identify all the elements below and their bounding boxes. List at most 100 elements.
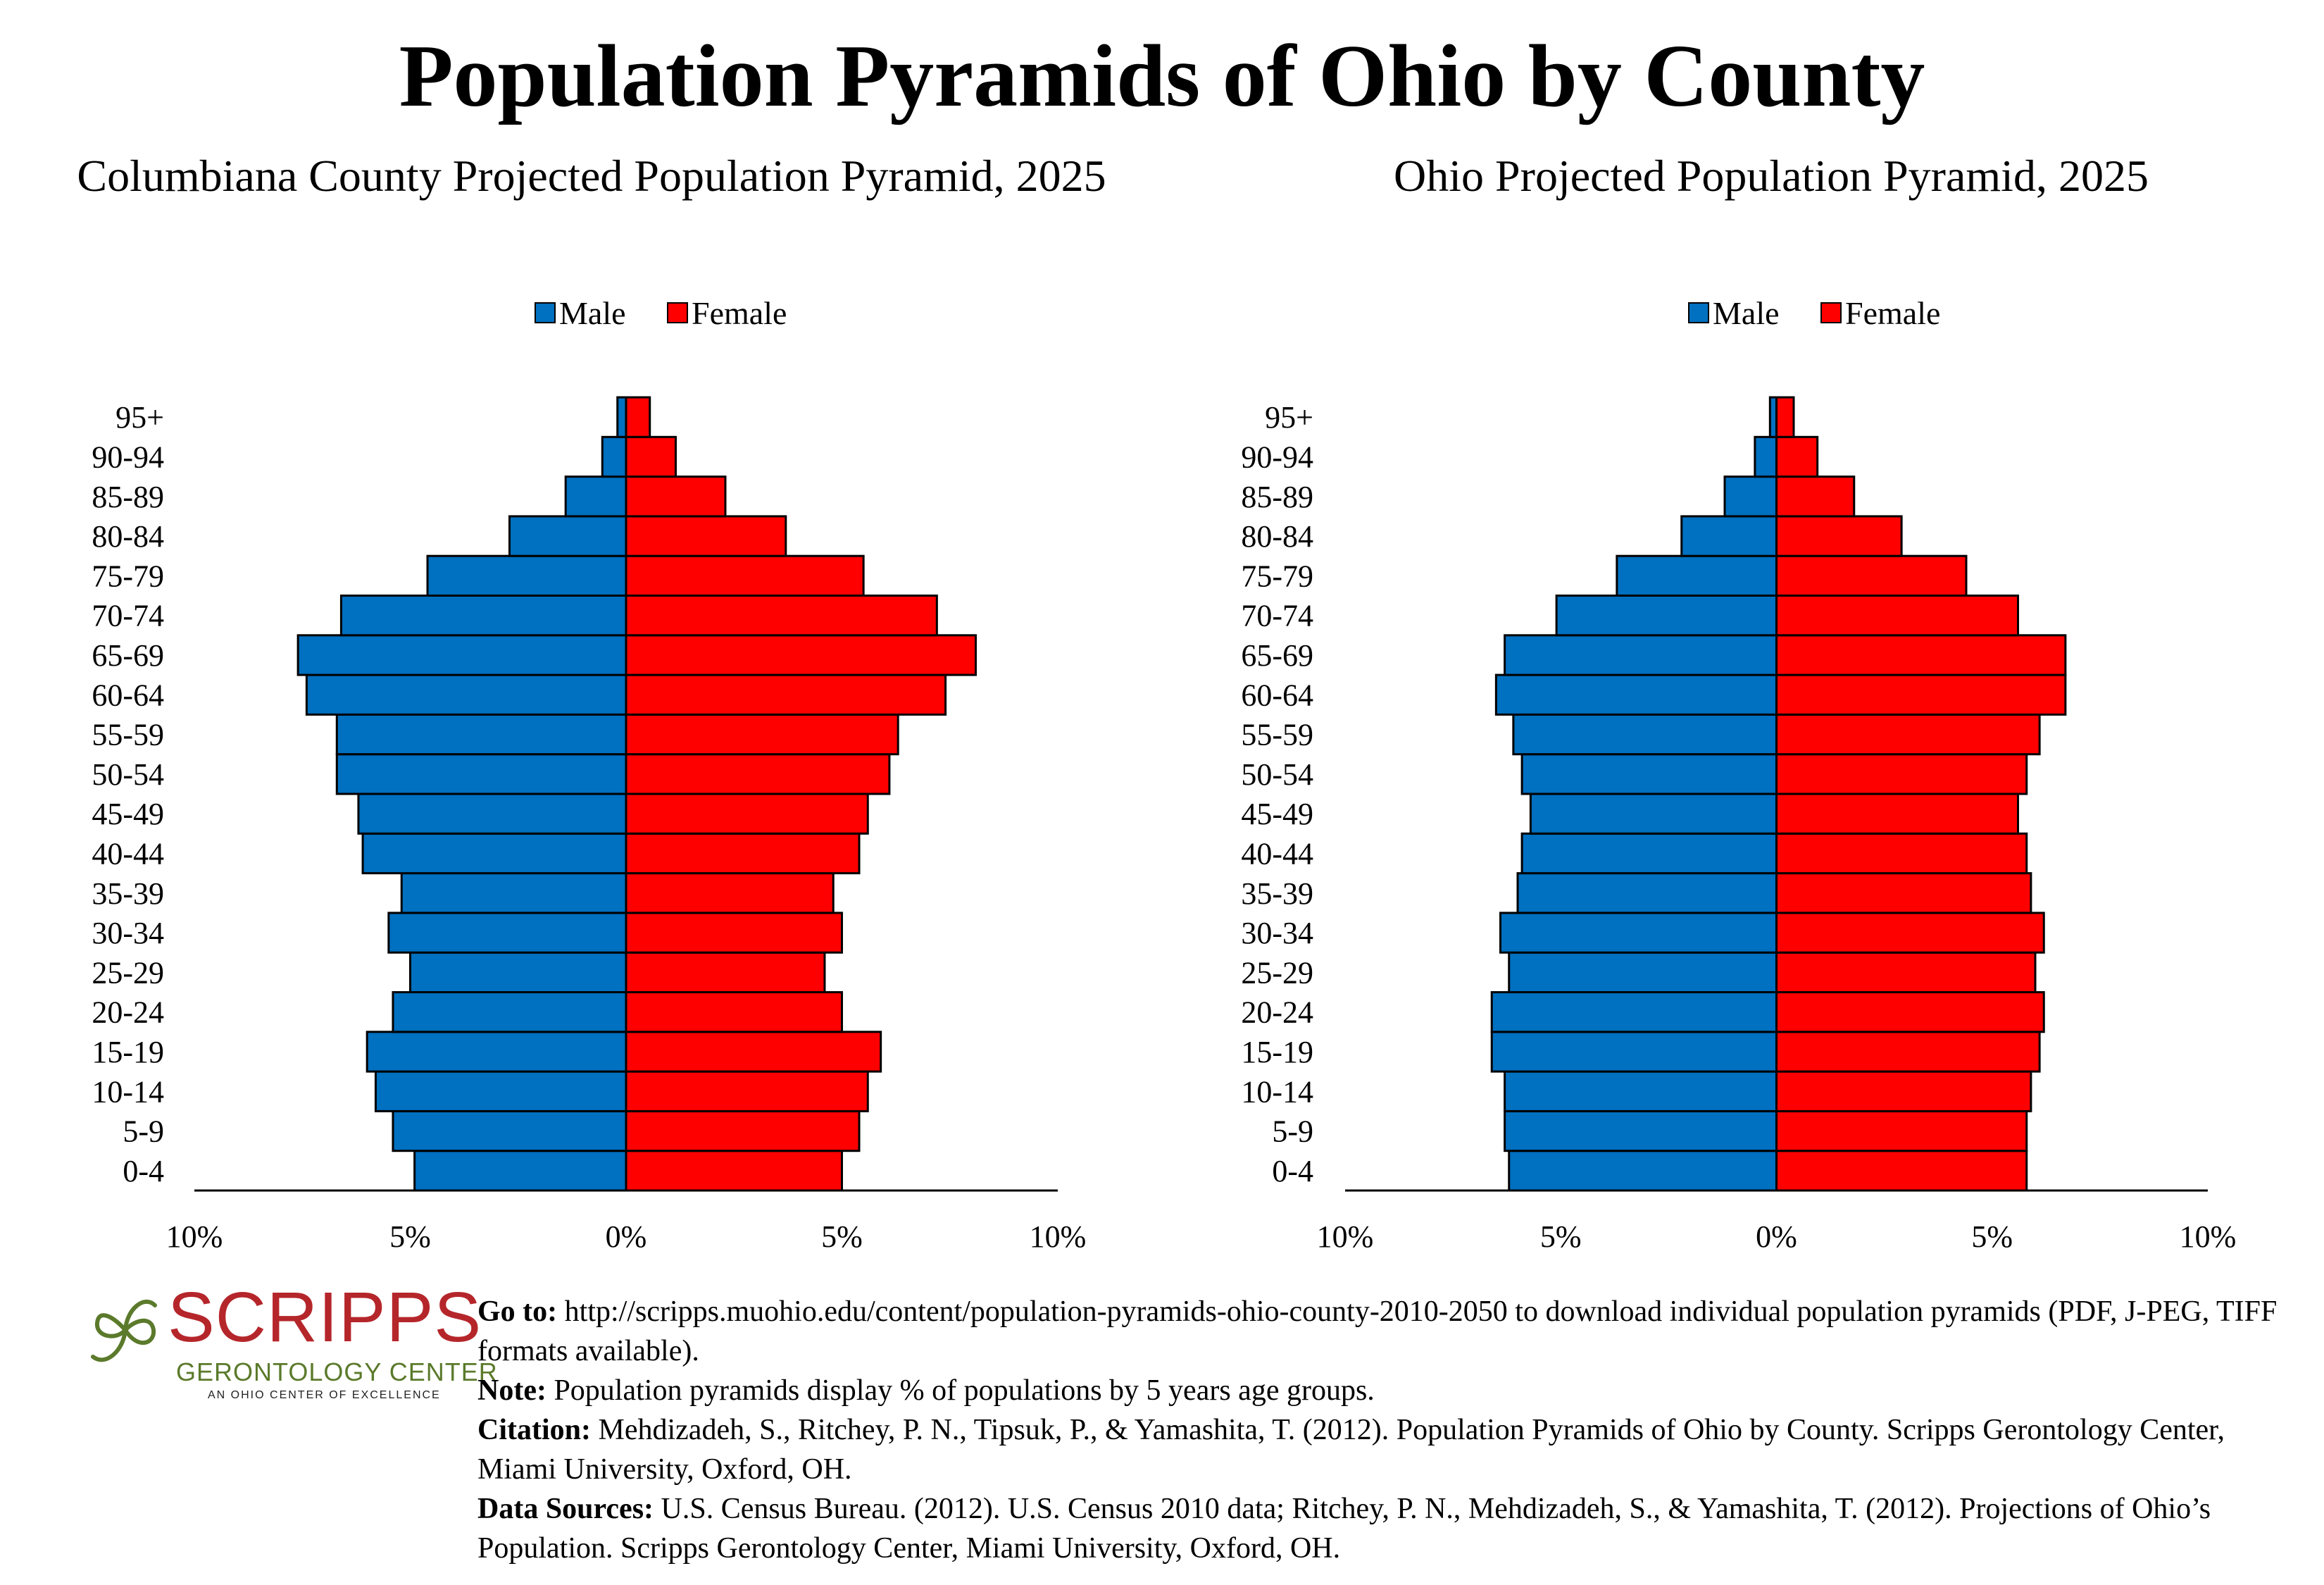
bar-female-70-74 (1775, 595, 2019, 637)
bar-female-65-69 (625, 634, 977, 676)
age-label: 0-4 (123, 1154, 164, 1188)
bar-female-85-89 (625, 476, 727, 518)
legend-male-swatch (1688, 302, 1709, 323)
x-tick-label: 10% (1030, 1219, 1087, 1254)
age-label: 45-49 (1241, 797, 1313, 831)
x-tick-label: 10% (2180, 1219, 2237, 1254)
age-label: 35-39 (92, 876, 164, 911)
age-label: 40-44 (1241, 836, 1313, 871)
bar-male-60-64 (1494, 673, 1778, 716)
age-label: 25-29 (92, 955, 164, 990)
age-label: 90-94 (1241, 440, 1313, 474)
age-label: 85-89 (92, 480, 164, 514)
bar-female-25-29 (1775, 951, 2037, 993)
age-label: 30-34 (1241, 916, 1313, 950)
age-label: 65-69 (1241, 638, 1313, 673)
chart-title-columbiana: Columbiana County Projected Population P… (77, 151, 1106, 201)
age-label: 5-9 (1272, 1114, 1313, 1149)
bar-male-30-34 (1499, 912, 1778, 954)
note-citation: Citation: Mehdizadeh, S., Ritchey, P. N.… (477, 1414, 2225, 1486)
bar-female-15-19 (1775, 1031, 2041, 1073)
age-label: 55-59 (92, 718, 164, 752)
bar-male-95+ (616, 396, 627, 438)
bar-female-65-69 (1775, 634, 2067, 676)
bar-female-95+ (625, 396, 651, 438)
x-tick-label: 0% (1756, 1219, 1797, 1254)
bar-male-20-24 (392, 991, 627, 1033)
age-label: 20-24 (92, 995, 164, 1030)
bar-female-40-44 (625, 832, 861, 875)
age-label: 80-84 (92, 519, 164, 554)
bar-female-70-74 (625, 595, 938, 637)
bar-male-50-54 (335, 753, 627, 795)
bar-male-45-49 (1529, 792, 1778, 835)
bar-male-0-4 (413, 1150, 627, 1192)
bar-female-10-14 (1775, 1070, 2032, 1112)
note-note: Note: Population pyramids display % of p… (477, 1374, 1375, 1407)
x-tick-label: 10% (1317, 1219, 1374, 1254)
legend-male-label: Male (1713, 295, 1780, 331)
bar-male-80-84 (508, 515, 627, 557)
bar-female-45-49 (625, 792, 869, 835)
age-label: 70-74 (1241, 599, 1313, 633)
bar-male-5-9 (1504, 1110, 1778, 1152)
bar-female-35-39 (1775, 872, 2032, 914)
age-label: 75-79 (92, 559, 164, 593)
bar-female-75-79 (1775, 554, 1968, 597)
bar-female-10-14 (625, 1070, 869, 1112)
bar-male-85-89 (564, 476, 627, 518)
age-label: 75-79 (1241, 559, 1313, 593)
bar-female-60-64 (625, 673, 947, 716)
bar-female-95+ (1775, 396, 1795, 438)
bar-male-90-94 (601, 435, 627, 478)
bar-female-5-9 (1775, 1110, 2028, 1152)
bar-male-75-79 (426, 554, 627, 597)
bar-female-5-9 (625, 1110, 861, 1152)
source-notes: Go to: http://scripps.muohio.edu/content… (477, 1292, 2309, 1568)
goto-url-text: http://scripps.muohio.edu/content/popula… (477, 1295, 2278, 1367)
bar-male-60-64 (305, 673, 627, 716)
bar-female-45-49 (1775, 792, 2019, 835)
bar-male-65-69 (296, 634, 627, 676)
x-tick-label: 5% (1971, 1219, 2013, 1254)
bar-female-20-24 (1775, 991, 2045, 1033)
age-label: 95+ (115, 400, 164, 435)
bar-male-90-94 (1754, 435, 1778, 478)
age-label: 90-94 (92, 440, 164, 474)
scripps-swirl-icon (91, 1300, 157, 1362)
logo-wordmark: SCRIPPS (168, 1278, 482, 1357)
bar-female-90-94 (1775, 435, 1819, 478)
bar-female-75-79 (625, 554, 865, 597)
age-label: 25-29 (1241, 955, 1313, 990)
age-label: 40-44 (92, 836, 164, 871)
age-label: 0-4 (1272, 1154, 1313, 1188)
age-label: 10-14 (92, 1074, 164, 1109)
age-label: 80-84 (1241, 519, 1313, 554)
age-label: 15-19 (1241, 1035, 1313, 1069)
bar-male-40-44 (1520, 832, 1778, 875)
pyramid-ohio: 0-4 5-9 10-14 15-19 20-24 25-29 30-34 35-39 40-4… (1241, 295, 2236, 1254)
bar-female-90-94 (625, 435, 677, 478)
age-label: 60-64 (1241, 678, 1313, 712)
x-tick-label: 10% (166, 1219, 223, 1254)
bar-male-10-14 (1504, 1070, 1778, 1112)
bar-male-30-34 (387, 912, 627, 954)
x-tick-label: 5% (821, 1219, 863, 1254)
bar-female-35-39 (625, 872, 835, 914)
bar-female-0-4 (1775, 1150, 2028, 1192)
bar-male-80-84 (1680, 515, 1778, 557)
legend-female-swatch (1820, 302, 1842, 323)
bar-female-80-84 (1775, 515, 1903, 557)
note-data-sources: Data Sources: U.S. Census Bureau. (2012)… (477, 1493, 2211, 1565)
bar-male-35-39 (1516, 872, 1778, 914)
age-label: 15-19 (92, 1035, 164, 1069)
bar-female-50-54 (625, 753, 891, 795)
chart-title-ohio: Ohio Projected Population Pyramid, 2025 (1394, 151, 2149, 201)
age-label: 50-54 (1241, 757, 1313, 792)
bar-female-25-29 (625, 951, 826, 993)
bar-female-20-24 (625, 991, 843, 1033)
population-pyramids: 0-4 5-9 10-14 15-19 20-24 25-29 30-34 35-39 40-4… (92, 295, 2236, 1254)
bar-female-30-34 (1775, 912, 2045, 954)
age-label: 55-59 (1241, 718, 1313, 752)
x-tick-label: 0% (606, 1219, 647, 1254)
